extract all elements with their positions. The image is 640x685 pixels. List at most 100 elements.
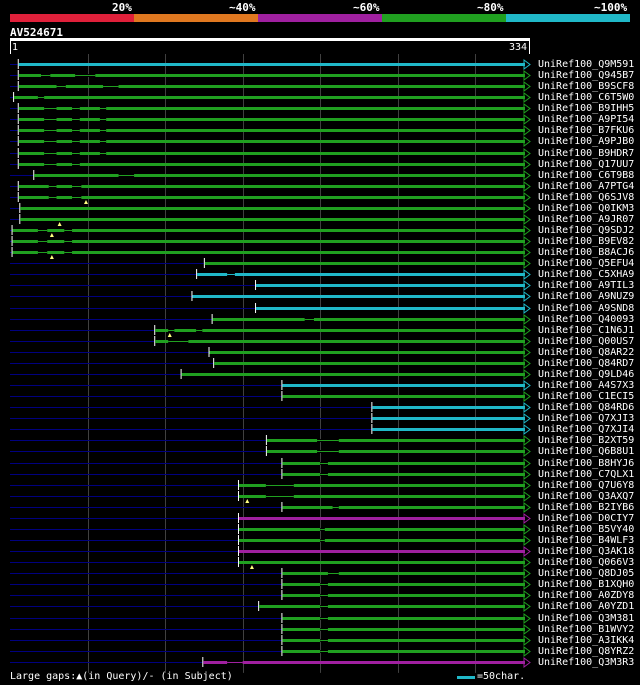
hit-row[interactable] [10, 247, 531, 259]
hit-label[interactable]: UniRef100_Q7U6Y8 [538, 480, 635, 491]
hit-bar[interactable] [372, 406, 525, 409]
hit-label[interactable]: UniRef100_B2IYB6 [538, 502, 635, 513]
hit-bar[interactable] [12, 240, 525, 243]
hit-label[interactable]: UniRef100_Q00US7 [538, 336, 635, 347]
hit-label[interactable]: UniRef100_A9PI54 [538, 114, 635, 125]
hit-bar[interactable] [282, 583, 525, 586]
hit-label[interactable]: UniRef100_A9NUZ9 [538, 291, 635, 302]
hit-label[interactable]: UniRef100_Q9SDJ2 [538, 225, 635, 236]
hit-label[interactable]: UniRef100_C6T5W0 [538, 92, 635, 103]
hit-row[interactable] [10, 325, 531, 337]
hit-label[interactable]: UniRef100_Q8YRZ2 [538, 646, 635, 657]
hit-bar[interactable] [155, 329, 526, 332]
hit-row[interactable] [10, 92, 531, 103]
hit-bar[interactable] [12, 229, 525, 232]
hit-row[interactable] [10, 114, 531, 125]
hit-row[interactable] [10, 125, 531, 136]
hit-bar[interactable] [18, 185, 526, 188]
hit-row[interactable] [10, 336, 531, 347]
hit-row[interactable] [10, 624, 531, 635]
hit-bar[interactable] [238, 561, 525, 564]
hit-bar[interactable] [282, 628, 525, 631]
hit-row[interactable] [10, 491, 531, 503]
hit-label[interactable]: UniRef100_B9EV82 [538, 236, 635, 247]
hit-row[interactable] [10, 402, 531, 413]
hit-row[interactable] [10, 391, 531, 402]
hit-bar[interactable] [282, 650, 525, 653]
hit-bar[interactable] [34, 174, 525, 177]
hit-label[interactable]: UniRef100_Q40093 [538, 314, 635, 325]
hit-row[interactable] [10, 70, 531, 81]
hit-label[interactable]: UniRef100_C7QLX1 [538, 469, 635, 480]
hit-label[interactable]: UniRef100_B4WLF3 [538, 535, 635, 546]
hit-bar[interactable] [238, 484, 525, 487]
hit-row[interactable] [10, 181, 531, 192]
hit-bar[interactable] [256, 284, 525, 287]
hit-bar[interactable] [238, 539, 525, 542]
hit-label[interactable]: UniRef100_A9JR07 [538, 214, 635, 225]
hit-bar[interactable] [238, 528, 525, 531]
hit-bar[interactable] [282, 572, 525, 575]
hit-label[interactable]: UniRef100_Q84RD7 [538, 358, 635, 369]
hit-row[interactable] [10, 546, 531, 557]
hit-row[interactable] [10, 646, 531, 657]
hit-label[interactable]: UniRef100_Q9LD46 [538, 369, 635, 380]
hit-row[interactable] [10, 424, 531, 435]
hit-label[interactable]: UniRef100_Q6SJV8 [538, 192, 635, 203]
hit-bar[interactable] [12, 251, 525, 254]
hit-row[interactable] [10, 225, 531, 237]
hit-row[interactable] [10, 435, 531, 446]
hit-label[interactable]: UniRef100_B5VY40 [538, 524, 635, 535]
hit-label[interactable]: UniRef100_B2XT59 [538, 435, 635, 446]
hit-bar[interactable] [192, 295, 526, 298]
hit-row[interactable] [10, 258, 531, 269]
hit-bar[interactable] [18, 163, 526, 166]
hit-row[interactable] [10, 613, 531, 624]
hit-bar[interactable] [18, 152, 526, 155]
hit-bar[interactable] [197, 273, 525, 276]
hit-label[interactable]: UniRef100_Q0IKM3 [538, 203, 635, 214]
hit-row[interactable] [10, 568, 531, 579]
hit-row[interactable] [10, 657, 531, 668]
hit-bar[interactable] [238, 517, 525, 520]
hit-bar[interactable] [203, 661, 525, 664]
hit-label[interactable]: UniRef100_D0CIY7 [538, 513, 635, 524]
hit-label[interactable]: UniRef100_Q945B7 [538, 70, 635, 81]
hit-label[interactable]: UniRef100_A7PTG4 [538, 181, 635, 192]
hit-label[interactable]: UniRef100_Q5EFU4 [538, 258, 635, 269]
hit-row[interactable] [10, 446, 531, 457]
hit-label[interactable]: UniRef100_Q9M591 [538, 59, 635, 70]
hit-row[interactable] [10, 203, 531, 214]
hit-row[interactable] [10, 170, 531, 181]
hit-row[interactable] [10, 280, 531, 291]
hit-bar[interactable] [204, 262, 525, 265]
hit-row[interactable] [10, 480, 531, 491]
hit-label[interactable]: UniRef100_Q7XJI4 [538, 424, 635, 435]
hit-label[interactable]: UniRef100_C1ECI5 [538, 391, 635, 402]
hit-bar[interactable] [282, 594, 525, 597]
hit-bar[interactable] [282, 639, 525, 642]
hit-row[interactable] [10, 303, 531, 314]
hit-bar[interactable] [256, 307, 525, 310]
hit-bar[interactable] [18, 85, 526, 88]
hit-row[interactable] [10, 269, 531, 280]
hit-label[interactable]: UniRef100_C6T9B8 [538, 170, 635, 181]
hit-bar[interactable] [18, 196, 526, 199]
hit-bar[interactable] [266, 439, 525, 442]
hit-row[interactable] [10, 524, 531, 535]
hit-label[interactable]: UniRef100_Q066V3 [538, 557, 635, 568]
hit-bar[interactable] [14, 96, 525, 99]
hit-label[interactable]: UniRef100_B7FKU6 [538, 125, 635, 136]
hit-row[interactable] [10, 148, 531, 159]
hit-label[interactable]: UniRef100_C5XHA9 [538, 269, 635, 280]
hit-bar[interactable] [238, 495, 525, 498]
hit-bar[interactable] [212, 318, 525, 321]
hit-bar[interactable] [18, 140, 526, 143]
hit-row[interactable] [10, 513, 531, 524]
hit-label[interactable]: UniRef100_C1N6J1 [538, 325, 635, 336]
hit-bar[interactable] [266, 450, 525, 453]
hit-row[interactable] [10, 347, 531, 358]
hit-label[interactable]: UniRef100_Q3AK18 [538, 546, 635, 557]
hit-label[interactable]: UniRef100_Q17UU7 [538, 159, 635, 170]
hit-label[interactable]: UniRef100_A0YZD1 [538, 601, 635, 612]
